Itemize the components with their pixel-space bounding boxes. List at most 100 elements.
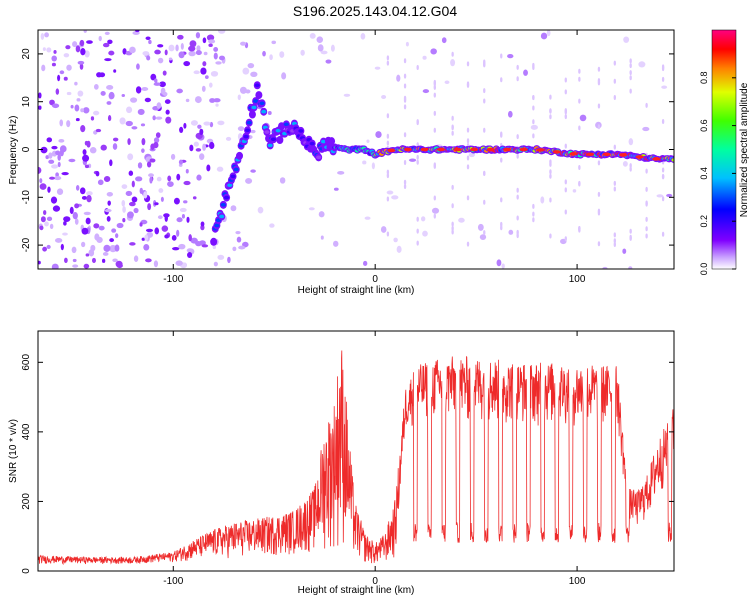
spectrogram-cell [238, 245, 246, 250]
spectrogram-cell [141, 138, 146, 146]
spectrogram-cell [645, 226, 648, 232]
spectrogram-cell [140, 123, 146, 127]
spectrogram-cell [100, 91, 106, 96]
spectrogram-cell [145, 258, 152, 263]
spectrogram-cell [330, 44, 335, 52]
spectrogram-cell [55, 172, 59, 178]
spectrogram-cell [66, 120, 71, 128]
spectrogram-cell [381, 95, 387, 100]
spectrogram-cell [178, 243, 186, 250]
spectrogram-cell [416, 228, 419, 234]
spectrogram-cell [386, 60, 390, 66]
spectrogram-cell [103, 176, 111, 183]
spectrogram-cell [540, 196, 545, 204]
spectrogram-cell [194, 96, 202, 104]
spectrogram-cell [130, 97, 138, 103]
spectrogram-cell [203, 121, 211, 126]
spectrogram-ridge-cell [278, 124, 285, 129]
spectrogram-cell [496, 259, 502, 267]
spectrogram-cell [661, 76, 665, 82]
spectrogram-cell [629, 70, 632, 76]
spectrogram-cell [645, 200, 648, 206]
spectrogram-cell [403, 132, 407, 138]
spectrogram-cell [642, 126, 650, 132]
spectrogram-cell [188, 45, 196, 52]
spectrogram-cell [516, 215, 519, 221]
spectrogram-cell [433, 92, 437, 98]
spectrogram-cell [212, 244, 217, 250]
spectrogram-cell [189, 40, 197, 48]
spectrogram-cell [362, 160, 367, 165]
spectrogram-peak [486, 147, 495, 152]
spectrogram-cell [108, 91, 115, 100]
spectrogram-cell [483, 98, 486, 104]
spectrogram-ridge-cell [275, 128, 281, 133]
spectrogram-cell [83, 211, 91, 216]
spectrogram-cell [629, 63, 632, 69]
spectrogram-cell [112, 143, 118, 150]
spectrogram-cell [532, 119, 535, 125]
snr-ytick-label: 600 [21, 354, 32, 371]
spectrogram-cell [126, 106, 133, 114]
spectrogram-cell [629, 75, 632, 81]
spectrogram-cell [578, 225, 581, 231]
spectrogram-ridge-cell [270, 137, 277, 142]
spectrogram-cell [500, 77, 503, 83]
spectrogram-cell [91, 257, 96, 264]
spectrogram-cell [107, 39, 113, 45]
spectrogram-cell [433, 84, 437, 90]
spectrogram-cell [86, 40, 93, 44]
spectrogram-cell [540, 32, 548, 40]
spectrogram-cell [66, 64, 72, 71]
spectrogram-peak [552, 150, 561, 154]
spectrogram-cell [430, 48, 437, 55]
spectrogram-cell [51, 55, 57, 62]
spectrogram-peak [437, 147, 446, 152]
spectrogram-cell [38, 105, 42, 110]
spectrogram-cell [403, 83, 407, 89]
spectrogram-cell [155, 132, 161, 138]
spectrogram-cell [247, 63, 255, 69]
spectrogram-cell [51, 263, 59, 269]
spectrogram-cell [564, 77, 567, 83]
figure-title: S196.2025.143.04.12.G04 [292, 3, 458, 19]
spectrogram-cell [93, 223, 100, 229]
spectrogram-cell [79, 187, 86, 195]
spectrogram-cell [51, 145, 58, 150]
spectrogram-cell [215, 61, 222, 65]
spectrogram-cell [564, 179, 567, 185]
spectrogram-cell [199, 128, 204, 136]
spectrogram-cell [173, 197, 180, 205]
spectrogram-cell [190, 120, 198, 126]
spectrogram-cell [564, 187, 567, 193]
spectrogram-cell [451, 229, 454, 235]
snr-xlabel: Height of straight line (km) [298, 585, 415, 596]
spectrogram-cell [38, 166, 42, 174]
spectrogram-cell [188, 234, 192, 242]
spectrogram-cell [236, 236, 242, 243]
spectrogram-cell [572, 189, 577, 193]
spectrogram-ridge-cell [316, 155, 322, 160]
spectrogram-cell [172, 246, 180, 251]
spectrogram-cell [64, 257, 68, 264]
spectrogram-ridge-cell [246, 120, 252, 125]
spectrogram-cell [106, 101, 112, 105]
spectrogram-cell [66, 91, 72, 96]
spectrogram-cell [530, 124, 538, 130]
spectrogram-ridge-cell [277, 138, 283, 142]
spectrogram-cell [100, 144, 107, 151]
spectrogram-cell [374, 66, 381, 70]
spectrogram-cell [193, 70, 200, 75]
spectrogram-cell [396, 74, 401, 82]
spectrogram-cell [144, 97, 151, 103]
spectrogram-cell [93, 84, 99, 90]
spectrogram-cell [153, 260, 159, 268]
spectrogram-cell [337, 170, 345, 175]
spectrogram-cell [84, 50, 90, 58]
colorbar-tick-label: 0.8 [699, 72, 709, 85]
spectrogram-cell [364, 216, 371, 220]
spectrogram-cell [144, 234, 149, 241]
spectrogram-ridge-cell [233, 167, 239, 172]
spectrogram-cell [433, 81, 437, 87]
spectrogram-cell [622, 160, 628, 167]
